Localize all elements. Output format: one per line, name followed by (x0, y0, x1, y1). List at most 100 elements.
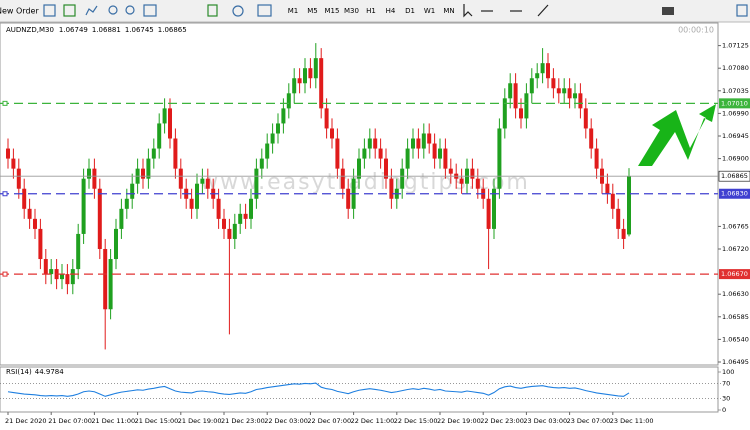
x-tick-label: 22 Dec 15:00 (394, 417, 438, 425)
timeframe-button[interactable]: M1 (288, 7, 299, 15)
rsi-tick-label: 70 (722, 379, 730, 387)
candle-body (405, 148, 410, 169)
candle-body (389, 178, 394, 199)
rsi-value: 44.9784 (35, 368, 64, 376)
new-order-label[interactable]: New Order (0, 7, 39, 16)
bar-chart-icon[interactable] (43, 4, 56, 17)
new-order-button[interactable]: New Order (0, 7, 39, 16)
x-tick-label: 21 Dec 11:00 (91, 417, 135, 425)
x-tick-label: 23 Dec 07:00 (567, 417, 611, 425)
up-arrow (638, 104, 716, 166)
cursor-icon[interactable] (463, 4, 473, 18)
symbol-header: AUDNZD,M30 1.06749 1.06881 1.06745 1.06865 (6, 26, 187, 34)
x-tick-label: 21 Dec 2020 (5, 417, 47, 425)
x-tick-label: 21 Dec 19:00 (178, 417, 222, 425)
watermark: www.easytradingtips.com (200, 170, 530, 195)
level-box (719, 269, 750, 280)
rsi-line (7, 382, 630, 397)
level-label: 1.06670 (721, 270, 748, 278)
candle-body (589, 128, 594, 149)
y-tick-label: 1.06495 (722, 358, 749, 366)
candle-body (573, 93, 577, 99)
candle-body (33, 218, 37, 229)
candle-body (610, 193, 615, 209)
tile-icon[interactable] (143, 4, 157, 17)
candle-body (6, 148, 10, 159)
candle-body (362, 148, 367, 159)
candle-body (281, 108, 286, 124)
candle-icon[interactable] (63, 4, 76, 17)
candle-body (11, 158, 16, 169)
timeframe-button[interactable]: H1 (366, 7, 376, 15)
rsi-tick-label: 30 (722, 395, 730, 403)
candle-body (594, 148, 599, 169)
candle-body (583, 108, 588, 129)
candle-body (168, 108, 172, 139)
candle-body (492, 188, 496, 229)
open-value: 1.06749 (59, 26, 88, 34)
candle-body (173, 138, 178, 169)
y-tick-label: 1.06540 (722, 335, 749, 343)
zoom-in-icon[interactable] (108, 5, 118, 15)
current-price-box (718, 170, 750, 182)
candle-body (556, 88, 561, 94)
candle-body (265, 143, 270, 159)
timeframe-button[interactable]: D1 (405, 7, 415, 15)
candle-body (70, 269, 75, 285)
period-icon[interactable] (232, 5, 244, 17)
candle-body (141, 168, 145, 179)
candle-body (529, 78, 534, 94)
rsi-tick-label: 0 (722, 406, 726, 414)
level-box (719, 98, 750, 109)
level-box (719, 188, 750, 199)
candle-body (567, 88, 572, 99)
timeframe-button[interactable]: H4 (386, 7, 396, 15)
shapes-icon[interactable] (662, 7, 674, 15)
candle-body (421, 133, 426, 149)
candle-body (114, 228, 118, 260)
low-value: 1.06745 (125, 26, 154, 34)
zoom-out-icon[interactable] (125, 5, 135, 15)
y-tick-label: 1.06630 (722, 290, 749, 298)
timeframe-button[interactable]: M5 (307, 7, 318, 15)
timeframe-button[interactable]: W1 (424, 7, 435, 15)
timeframe-button[interactable]: MN (443, 7, 454, 15)
candle-body (76, 233, 81, 270)
candle-body (438, 148, 442, 159)
candle-body (513, 83, 518, 109)
template-icon[interactable] (257, 4, 272, 17)
candle-body (178, 168, 183, 189)
candle-body (130, 183, 135, 199)
candle-body (384, 158, 388, 179)
candle-body (319, 58, 324, 109)
candle-body (497, 128, 502, 189)
x-tick-label: 21 Dec 15:00 (135, 417, 179, 425)
trendline-icon[interactable] (537, 4, 549, 17)
candle-body (297, 78, 302, 84)
candle-body (38, 228, 43, 260)
line-icon[interactable] (85, 5, 98, 16)
timeframe-button[interactable]: M15 (325, 7, 340, 15)
level-anchor (2, 100, 8, 106)
candle-body (227, 228, 232, 239)
x-tick-label: 21 Dec 23:00 (221, 417, 265, 425)
high-value: 1.06881 (92, 26, 121, 34)
candle-body (502, 98, 507, 129)
level-anchor (2, 271, 8, 277)
candle-body (65, 274, 70, 285)
more-icon[interactable] (736, 4, 748, 17)
level-label: 1.07010 (721, 99, 748, 107)
y-tick-label: 1.07080 (722, 64, 749, 72)
indicator-icon[interactable] (207, 4, 218, 17)
candle-body (303, 68, 307, 84)
current-price-label: 1.06865 (721, 172, 748, 180)
candle-body (411, 138, 415, 149)
candle-body (49, 269, 54, 275)
candle-body (103, 248, 108, 310)
candle-body (108, 259, 113, 310)
candle-body (535, 73, 540, 79)
timeframe-button[interactable]: M30 (344, 7, 359, 15)
level-anchor (2, 191, 8, 197)
candle-body (292, 78, 297, 94)
candle-body (416, 138, 421, 149)
